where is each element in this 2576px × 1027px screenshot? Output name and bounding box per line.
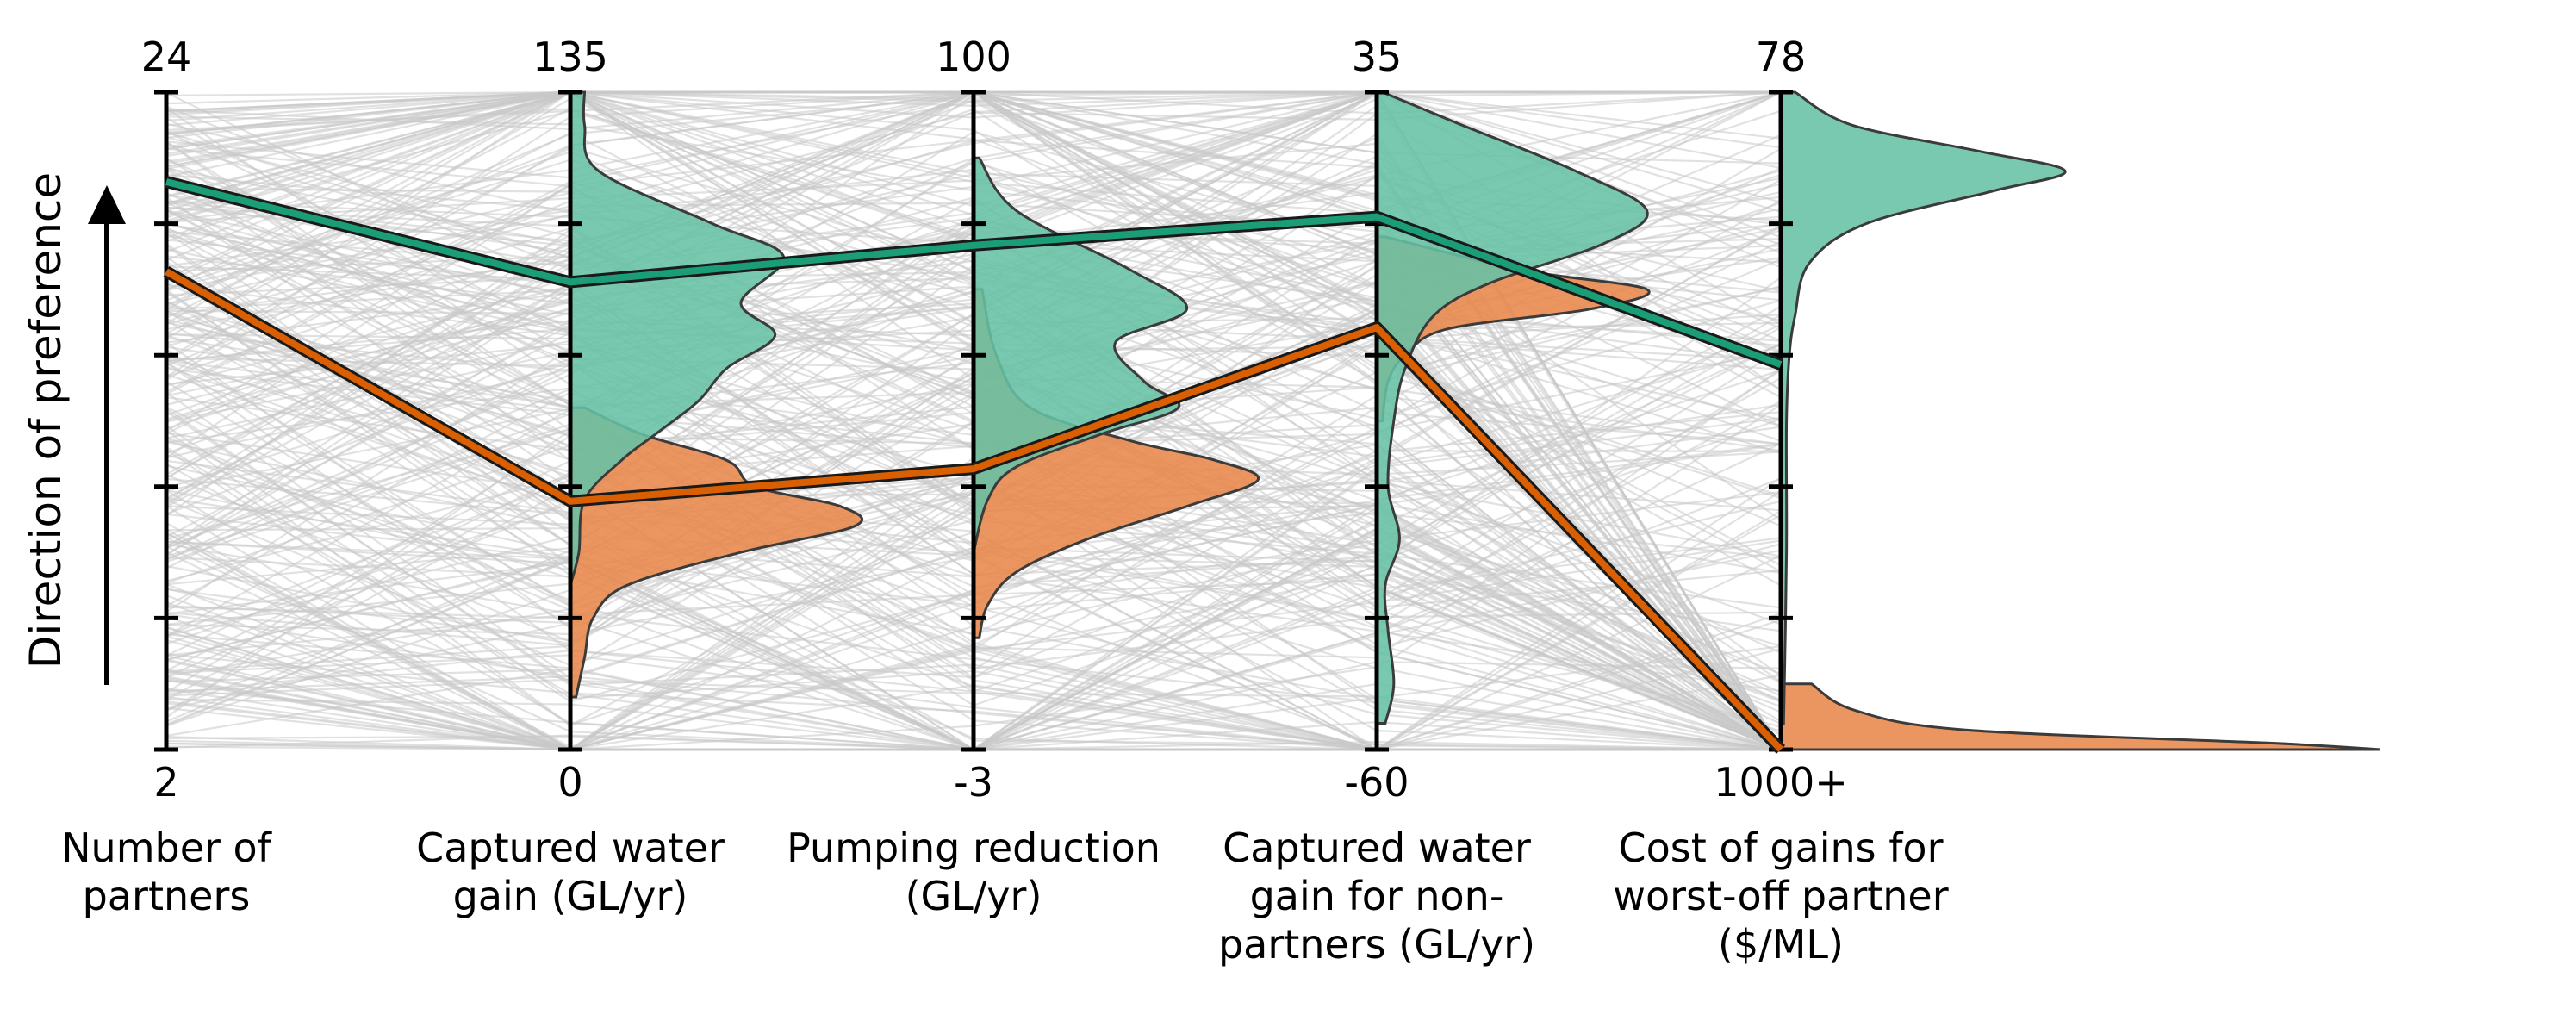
axis-title-line: (GL/yr) <box>905 873 1042 919</box>
axis-top-label-partners: 24 <box>141 34 192 80</box>
axis-title-line: gain (GL/yr) <box>453 873 688 919</box>
axis-bottom-label-cost: 1000+ <box>1714 759 1848 806</box>
axis-title-line: Number of <box>61 825 273 871</box>
axis-title-line: Captured water <box>416 825 725 871</box>
highlight-line-1 <box>165 268 1783 752</box>
axis-title-nonpartners: Captured water gain for non-partners (GL/… <box>1218 825 1535 968</box>
axis-title-line: Captured water <box>1223 825 1531 871</box>
distribution-green-cost <box>1779 90 2067 725</box>
distributions <box>569 90 2380 751</box>
distribution-orange-cost <box>1779 682 2380 751</box>
axes <box>154 90 1793 752</box>
highlighted-solution-lines <box>163 176 1786 754</box>
axis-bottom-label-nonpartners: -60 <box>1344 759 1409 806</box>
axis-title-pumping: Pumping reduction (GL/yr) <box>787 825 1160 919</box>
preference-indicator: Direction of preference <box>21 172 126 685</box>
axis-top-label-nonpartners: 35 <box>1352 34 1403 80</box>
axis-title-cost: Cost of gains for worst-off partner ($/ML) <box>1613 825 1948 968</box>
axis-title-partners: Number of partners <box>61 825 273 919</box>
axis-title-line: worst-off partner <box>1613 873 1948 919</box>
axis-title-line: partners <box>83 873 251 919</box>
axis-title-captured: Captured water gain (GL/yr) <box>416 825 725 919</box>
preference-label: Direction of preference <box>21 172 71 669</box>
preference-arrow-head <box>88 185 126 224</box>
axis-top-label-cost: 78 <box>1756 34 1807 80</box>
axis-title-line: partners (GL/yr) <box>1218 921 1535 968</box>
highlight-line-0 <box>165 178 1783 368</box>
axis-top-label-captured: 135 <box>532 34 608 80</box>
axis-bottom-label-captured: 0 <box>557 759 582 806</box>
distribution-green-nonpartners <box>1375 90 1649 725</box>
axis-title-line: Cost of gains for <box>1618 825 1943 871</box>
distribution-green-captured <box>569 90 786 586</box>
axis-title-line: ($/ML) <box>1718 921 1844 968</box>
axis-bottom-label-partners: 2 <box>153 759 178 806</box>
axis-title-line: gain for non- <box>1250 873 1504 919</box>
axis-bottom-label-pumping: -3 <box>954 759 993 806</box>
axis-title-line: Pumping reduction <box>787 825 1160 871</box>
axis-top-label-pumping: 100 <box>936 34 1011 80</box>
distribution-orange-captured <box>569 406 863 699</box>
